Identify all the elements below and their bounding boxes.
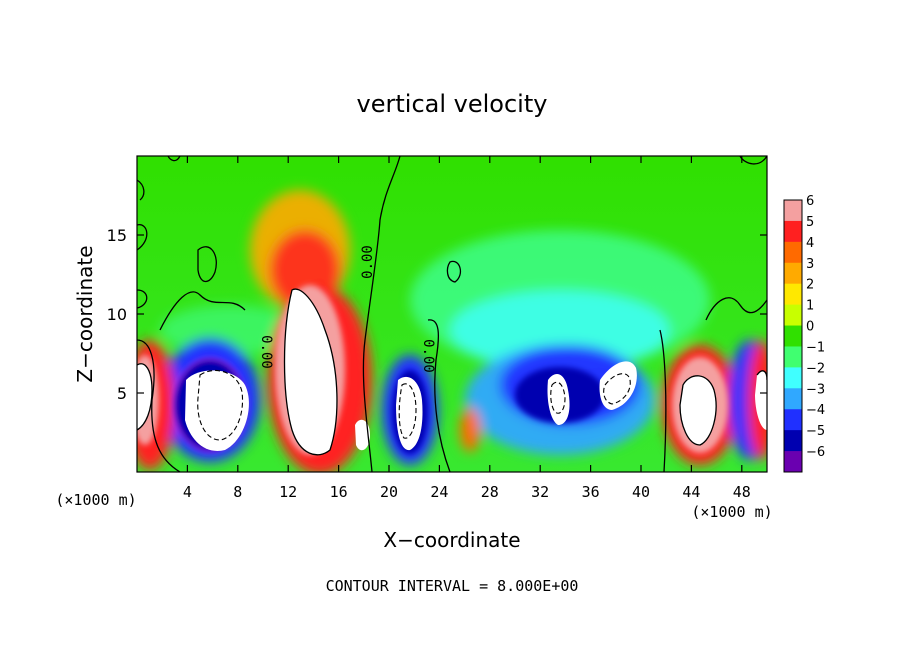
x-tick-label: 4 [183,483,192,501]
contour-label: 0.00 [420,339,436,373]
colorbar-swatch [784,283,802,306]
colorbar-tick-label: 0 [806,320,814,335]
y-tick-label: 15 [107,226,127,245]
contour-interval-footer: CONTOUR INTERVAL = 8.000E+00 [326,577,579,595]
colorbar-swatch [784,200,802,222]
colorbar-swatch [784,304,802,327]
y-tick-label: 5 [117,384,127,403]
y-axis: 5 10 15 [107,226,767,403]
colorbar-swatch [784,325,802,347]
chart-title: vertical velocity [357,90,548,118]
contour-value-labels: 0.00 0.00 0.00 [258,245,436,373]
colorbar-swatch [784,346,802,368]
contour-lines [137,156,767,472]
x-tick-label: 44 [682,483,700,501]
colorbar-tick-label: −4 [806,403,825,418]
x-unit-right: (×1000 m) [691,503,772,521]
colorbar-swatch [784,262,802,285]
colorbar-tick-label: 3 [806,257,814,272]
colorbar-tick-label: 6 [806,194,814,209]
colorbar-tick-label: −3 [806,382,825,397]
x-tick-label: 12 [279,483,297,501]
colorbar-swatch [784,241,802,264]
colorbar: 6 5 4 3 2 1 0 −1 −2 −3 −4 −5 −6 [783,194,825,473]
x-tick-label: 20 [380,483,398,501]
y-axis-label: Z−coordinate [73,245,97,382]
x-axis-label: X−coordinate [383,528,520,552]
colorbar-tick-label: −5 [806,424,825,439]
x-tick-label: 48 [733,483,751,501]
colorbar-tick-label: −1 [806,340,825,355]
x-tick-label: 24 [430,483,448,501]
contour-lines-dashed [197,370,631,441]
x-axis: 4 8 12 16 20 24 28 32 36 40 44 48 [183,156,751,501]
contour-label: 0.00 [258,335,274,369]
colorbar-swatch [784,451,802,473]
colorbar-tick-label: 5 [806,215,814,230]
colorbar-swatch [784,430,802,452]
x-tick-label: 32 [531,483,549,501]
colorbar-tick-label: 1 [806,299,814,314]
colorbar-swatch [784,220,802,243]
colorbar-swatch [784,409,802,431]
x-tick-label: 28 [481,483,499,501]
colorbar-tick-label: −2 [806,361,825,376]
colorbar-frame [783,199,803,473]
colorbar-tick-label: 2 [806,278,814,293]
x-tick-label: 40 [632,483,650,501]
colorbar-tick-label: 4 [806,236,814,251]
colorbar-swatch [784,367,802,389]
x-unit-left: (×1000 m) [55,491,136,509]
x-tick-label: 16 [330,483,348,501]
y-tick-label: 10 [107,305,127,324]
field-white-cores [137,289,767,455]
contour-label: 0.00 [360,245,376,279]
x-tick-label: 8 [233,483,242,501]
x-tick-label: 36 [582,483,600,501]
colorbar-tick-label: −6 [806,445,825,460]
colorbar-swatch [784,388,802,410]
plot-area: 0.00 0.00 0.00 [137,156,767,472]
